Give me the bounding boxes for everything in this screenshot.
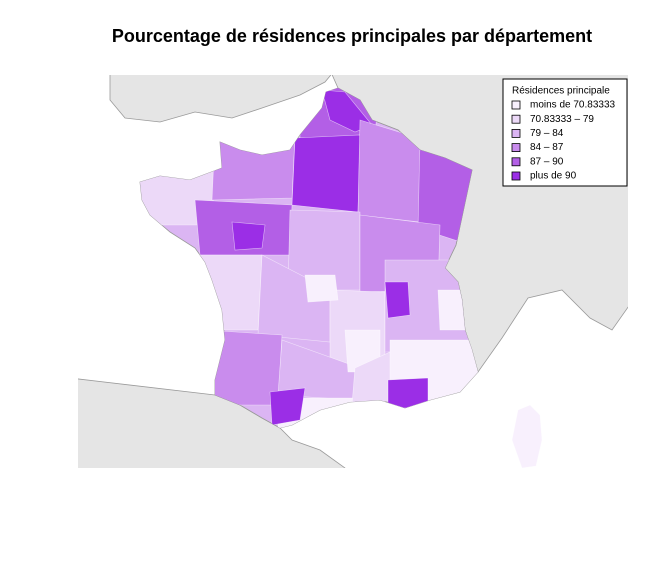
legend-label: 70.83333 – 79 <box>530 114 594 125</box>
legend-items: moins de 70.83333 70.83333 – 79 79 – 84 84 … <box>511 100 616 182</box>
corsica <box>511 404 543 468</box>
legend-title: Résidences principale <box>512 86 610 97</box>
legend-label: plus de 90 <box>530 171 577 182</box>
department <box>291 134 361 213</box>
united-kingdom <box>109 75 332 123</box>
legend-label: 87 – 90 <box>530 156 564 167</box>
department <box>269 387 306 426</box>
legend-swatch <box>511 157 521 167</box>
map-title: Pourcentage de résidences principales pa… <box>112 26 592 46</box>
legend-box <box>502 78 628 187</box>
legend-label: 79 – 84 <box>530 128 564 139</box>
department <box>231 221 266 251</box>
legend-label: moins de 70.83333 <box>530 100 616 111</box>
legend: Résidences principale moins de 70.83333 7… <box>502 78 628 187</box>
legend-swatch <box>511 100 521 110</box>
department <box>304 274 339 303</box>
legend-label: 84 – 87 <box>530 142 564 153</box>
department <box>384 281 411 319</box>
legend-swatch <box>511 143 521 153</box>
legend-swatch <box>511 171 521 181</box>
legend-swatch <box>511 114 521 124</box>
legend-swatch <box>511 128 521 138</box>
